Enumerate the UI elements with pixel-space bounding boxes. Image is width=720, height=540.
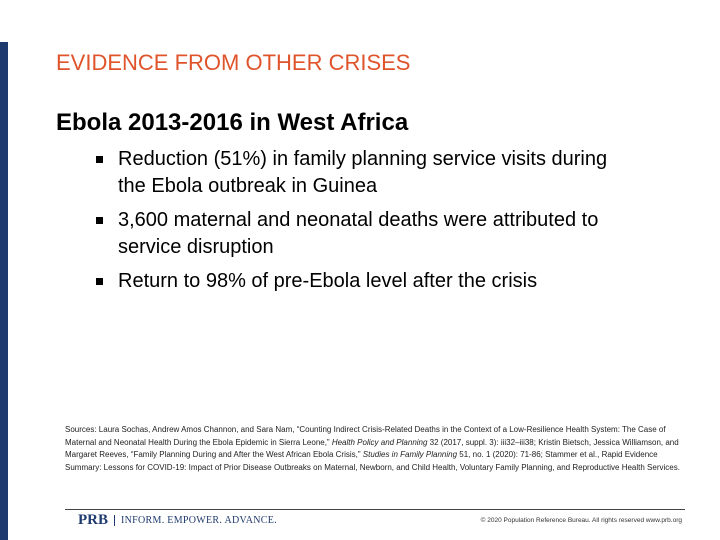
tagline: INFORM. EMPOWER. ADVANCE.	[114, 515, 277, 526]
source-text: 51, no. 1 (2020): 71-86; Stammer et al.,…	[65, 450, 680, 472]
accent-bar	[0, 42, 8, 540]
source-text: 32 (2017, suppl. 3): iii32–iii38; Kristi…	[65, 437, 679, 460]
bullet-item: Return to 98% of pre-Ebola level after t…	[96, 268, 608, 295]
slide-title: EVIDENCE FROM OTHER CRISES	[56, 50, 411, 75]
source-text: Sources: Laura Sochas, Andrew Amos Chann…	[65, 425, 666, 447]
bullet-item: Reduction (51%) in family planning servi…	[96, 146, 608, 200]
footer-rule	[65, 509, 685, 510]
logo: PRB	[78, 512, 108, 528]
bullet-item: 3,600 maternal and neonatal deaths were …	[96, 207, 608, 261]
copyright: © 2020 Population Reference Bureau. All …	[480, 517, 682, 524]
source-text: Health Policy and Planning	[331, 437, 428, 447]
section-heading: Ebola 2013-2016 in West Africa	[56, 109, 409, 136]
source-text: Studies in Family Planning	[362, 450, 458, 459]
bullet-list: Reduction (51%) in family planning servi…	[96, 146, 636, 302]
sources: Sources: Laura Sochas, Andrew Amos Chann…	[65, 424, 685, 474]
